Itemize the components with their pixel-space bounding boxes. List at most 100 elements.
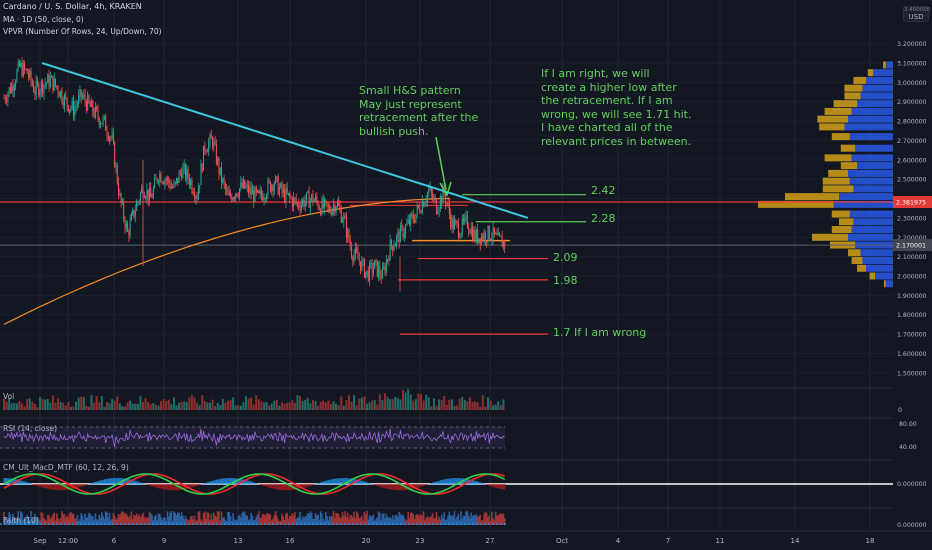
faith-bar-22 — [31, 520, 34, 525]
candle-body-174 — [227, 190, 229, 196]
vpvr-legend[interactable]: VPVR (Number Of Rows, 24, Up/Down, 70) — [3, 27, 162, 36]
volume-bar-330 — [427, 397, 430, 410]
faith-panel — [0, 511, 506, 525]
trendline[interactable] — [41, 62, 529, 219]
macd-hist-293 — [380, 484, 382, 488]
macd-hist-328 — [425, 484, 427, 486]
faith-bar-217 — [282, 516, 285, 525]
faith-bar-113 — [148, 511, 151, 525]
macd-hist-26 — [36, 484, 39, 486]
vpvr-up-bar-25 — [866, 264, 893, 272]
faith-bar-131 — [171, 520, 174, 525]
candle-body-167 — [218, 158, 220, 174]
macd-hist-250 — [325, 480, 327, 485]
faith-bar-230 — [299, 511, 301, 525]
faith-bar-361 — [467, 515, 470, 525]
candle-body-339 — [439, 196, 441, 209]
volume-bar-370 — [479, 406, 482, 410]
faith-bar-317 — [411, 512, 413, 525]
currency-badge[interactable]: 3.400000 USD — [903, 6, 930, 22]
price-axis[interactable]: 3.200000 3.100000 3.000000 2.900000 2.800000… — [893, 0, 932, 550]
candle-body-6 — [11, 85, 13, 93]
volume-bar-346 — [448, 399, 451, 410]
candle-body-148 — [194, 194, 196, 199]
volume-label[interactable]: Vol — [3, 392, 15, 401]
macd-hist-243 — [316, 483, 318, 485]
macd-hist-215 — [280, 484, 282, 490]
macd-hist-174 — [227, 478, 229, 485]
candle-body-217 — [282, 189, 284, 193]
candle-body-178 — [232, 197, 234, 201]
candle-body-209 — [272, 185, 274, 192]
macd-hist-352 — [456, 478, 458, 485]
macd-hist-82 — [108, 478, 111, 485]
macd-hist-278 — [361, 480, 363, 485]
faith-bar-196 — [255, 516, 258, 525]
macd-hist-316 — [410, 484, 412, 490]
candle-body-55 — [74, 107, 76, 117]
faith-bar-142 — [185, 518, 188, 525]
candle-body-274 — [356, 248, 358, 252]
faith-bar-353 — [457, 513, 460, 525]
faith-bar-133 — [174, 512, 176, 525]
faith-bar-162 — [211, 519, 214, 525]
faith-bar-73 — [97, 520, 99, 525]
faith-bar-233 — [303, 518, 305, 525]
candle-body-326 — [423, 201, 425, 207]
candle-body-15 — [22, 63, 24, 77]
candle-body-300 — [389, 239, 391, 261]
faith-bar-185 — [241, 512, 243, 525]
faith-bar-290 — [376, 517, 379, 525]
volume-bar-32 — [44, 399, 47, 410]
macd-hist-358 — [464, 478, 466, 485]
volume-bar-22 — [31, 401, 34, 410]
candle-body-228 — [296, 203, 298, 205]
candle-body-266 — [345, 218, 347, 238]
candle-body-275 — [357, 251, 359, 259]
macd-label[interactable]: CM_Ult_MacD_MTF (60, 12, 26, 9) — [3, 463, 129, 472]
macd-hist-342 — [443, 479, 445, 485]
candle-body-29 — [40, 81, 42, 92]
macd-hist-96 — [126, 478, 129, 485]
macd-hist-192 — [250, 481, 252, 485]
faith-bar-205 — [267, 513, 269, 525]
volume-bar-176 — [229, 400, 232, 410]
vpvr-down-bar-19 — [839, 218, 854, 226]
volume-bar-24 — [33, 403, 36, 410]
vpvr-up-bar-10 — [855, 144, 893, 152]
faith-bar-53 — [71, 513, 74, 525]
candle-body-157 — [205, 151, 207, 153]
candle-body-388 — [502, 241, 504, 247]
candle-body-381 — [493, 227, 495, 234]
faith-bar-102 — [134, 515, 137, 525]
candle-body-331 — [429, 187, 431, 190]
faith-label[interactable]: Faith (10) — [3, 516, 39, 525]
candle-body-128 — [168, 177, 170, 184]
candle-body-257 — [334, 204, 336, 213]
candle-body-272 — [353, 254, 355, 261]
volume-bar-334 — [432, 398, 435, 410]
candle-body-32 — [44, 83, 46, 85]
faith-bar-265 — [344, 511, 346, 525]
candle-body-251 — [326, 201, 328, 207]
candle-body-240 — [312, 194, 314, 203]
volume-bar-386 — [499, 405, 502, 410]
rsi-label[interactable]: RSI (14, close) — [3, 424, 58, 433]
price-tick-13: 1.900000 — [897, 293, 927, 300]
faith-bar-219 — [285, 513, 287, 525]
candle-body-84 — [111, 133, 113, 138]
ma-legend[interactable]: MA · 1D (50, close, 0) — [3, 15, 84, 24]
faith-bar-248 — [322, 518, 325, 525]
descending-trendline — [41, 62, 529, 219]
macd-hist-194 — [253, 482, 255, 485]
time-axis[interactable]: Sep 12:00 6 9 13 16 20 23 27 Oct 4 7 11 14 18 — [0, 530, 932, 550]
macd-hist-19 — [27, 482, 30, 485]
candle-body-136 — [178, 172, 180, 183]
faith-bar-88 — [116, 518, 119, 525]
macd-panel — [0, 473, 893, 495]
faith-bar-370 — [479, 514, 482, 525]
faith-bar-232 — [301, 516, 304, 525]
faith-bar-144 — [188, 519, 191, 525]
macd-hist-50 — [67, 484, 69, 490]
